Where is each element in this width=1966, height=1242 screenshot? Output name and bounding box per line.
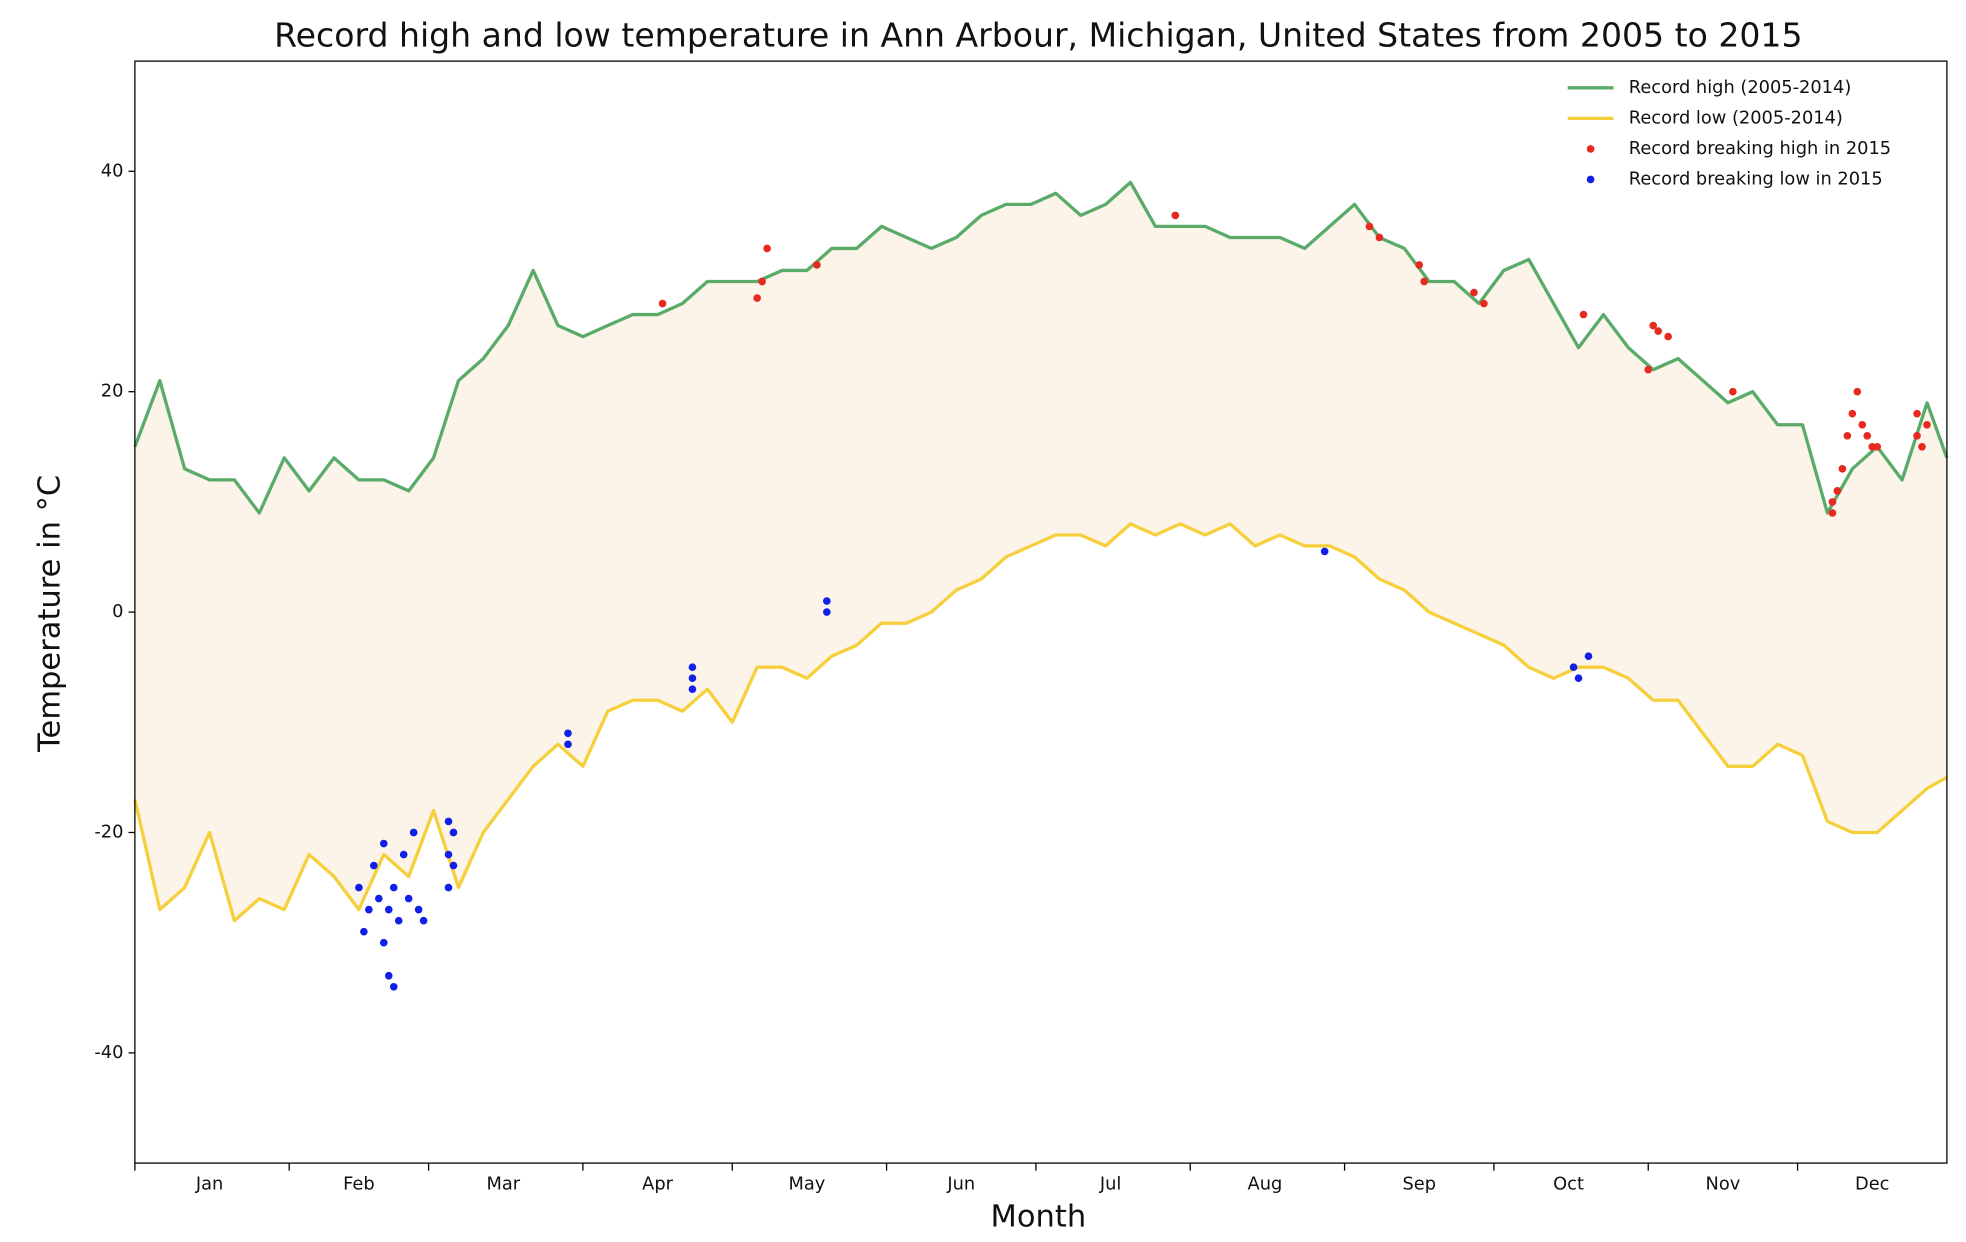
x-tick-label: Dec xyxy=(1855,1174,1889,1195)
legend-label: Record high (2005-2014) xyxy=(1629,77,1852,98)
scatter-point xyxy=(1415,261,1424,269)
scatter-point xyxy=(564,740,572,749)
scatter-point xyxy=(688,663,697,672)
scatter-point xyxy=(1853,387,1862,396)
scatter-point xyxy=(370,861,378,870)
scatter-point xyxy=(389,982,398,991)
scatter-point xyxy=(1420,277,1429,286)
scatter-point xyxy=(763,244,771,253)
scatter-point xyxy=(444,850,453,859)
x-tick-label: Feb xyxy=(343,1174,375,1195)
scatter-point xyxy=(813,261,821,269)
scatter-point xyxy=(414,905,423,914)
scatter-point xyxy=(658,299,667,308)
plot-frame xyxy=(134,60,1948,1164)
scatter-point xyxy=(688,674,697,683)
scatter-point xyxy=(365,905,373,914)
scatter-point xyxy=(1654,327,1663,335)
x-tick-label: Jun xyxy=(946,1174,975,1195)
scatter-point xyxy=(564,729,572,738)
legend-label: Record breaking low in 2015 xyxy=(1629,168,1883,189)
scatter-point xyxy=(1848,409,1857,418)
y-tick-label: 0 xyxy=(112,601,123,622)
scatter-point xyxy=(1644,365,1653,374)
scatter-point xyxy=(379,938,388,947)
x-tick-label: Oct xyxy=(1553,1174,1584,1195)
scatter-point xyxy=(1833,487,1842,495)
scatter-point xyxy=(1569,663,1578,672)
scatter-point xyxy=(1579,310,1588,319)
scatter-point xyxy=(1664,332,1672,341)
x-tick-label: Jan xyxy=(195,1174,223,1195)
y-tick-label: 40 xyxy=(101,160,124,181)
scatter-point xyxy=(404,894,413,903)
scatter-point xyxy=(1470,288,1478,297)
scatter-point xyxy=(758,277,766,286)
scatter-point xyxy=(1574,674,1583,683)
scatter-point xyxy=(389,883,398,892)
scatter-point xyxy=(374,894,383,903)
scatter-point xyxy=(1843,431,1852,440)
y-axis-label: Temperature in °C xyxy=(32,475,67,753)
scatter-point xyxy=(1923,420,1931,429)
y-tick-label: -20 xyxy=(94,821,123,842)
x-tick-label: Jul xyxy=(1099,1174,1121,1195)
x-tick-label: Apr xyxy=(642,1174,673,1195)
y-tick-label: 20 xyxy=(101,381,124,402)
x-tick-label: Mar xyxy=(486,1174,520,1195)
scatter-point xyxy=(1375,233,1384,242)
scatter-point xyxy=(449,828,458,837)
scatter-point xyxy=(1918,442,1926,451)
scatter-point xyxy=(419,916,428,925)
x-tick-label: Sep xyxy=(1402,1174,1436,1195)
legend-label: Record low (2005-2014) xyxy=(1629,107,1843,128)
scatter-point xyxy=(379,839,388,848)
scatter-point xyxy=(823,597,831,605)
scatter-point xyxy=(444,817,453,826)
scatter-point xyxy=(1858,420,1867,429)
scatter-point xyxy=(384,971,393,980)
legend-swatch xyxy=(1586,145,1595,153)
scatter-point xyxy=(409,828,418,837)
y-tick-label: -40 xyxy=(94,1042,123,1063)
scatter-point xyxy=(360,927,368,936)
scatter-point xyxy=(1838,465,1847,473)
scatter-point xyxy=(1828,498,1837,506)
x-tick-label: Aug xyxy=(1248,1174,1283,1195)
x-axis-label: Month xyxy=(991,1199,1087,1234)
scatter-point xyxy=(399,850,408,859)
fill-band xyxy=(134,182,1947,921)
scatter-point xyxy=(1584,652,1593,660)
scatter-point xyxy=(1873,442,1882,451)
scatter-point xyxy=(1828,509,1837,517)
scatter-point xyxy=(1913,431,1921,440)
scatter-point xyxy=(753,294,761,302)
x-tick-label: May xyxy=(789,1174,826,1195)
chart-title: Record high and low temperature in Ann A… xyxy=(274,15,1802,54)
x-tick-label: Nov xyxy=(1706,1174,1741,1195)
scatter-point xyxy=(1913,409,1921,418)
scatter-point xyxy=(384,905,393,914)
line-series xyxy=(133,522,1948,923)
scatter-point xyxy=(823,608,831,616)
scatter-point xyxy=(1480,299,1488,308)
scatter-point xyxy=(1320,547,1329,556)
scatter-point xyxy=(1863,431,1872,440)
scatter-point xyxy=(449,861,458,870)
scatter-point xyxy=(1729,387,1737,396)
scatter-point xyxy=(1365,222,1374,231)
legend-label: Record breaking high in 2015 xyxy=(1629,138,1891,159)
scatter-point xyxy=(394,916,403,925)
scatter-point xyxy=(1649,321,1658,330)
legend-swatch xyxy=(1586,175,1595,184)
scatter-point xyxy=(444,883,453,892)
scatter-point xyxy=(688,685,697,694)
scatter-point xyxy=(1171,211,1180,220)
scatter-point xyxy=(355,883,363,892)
